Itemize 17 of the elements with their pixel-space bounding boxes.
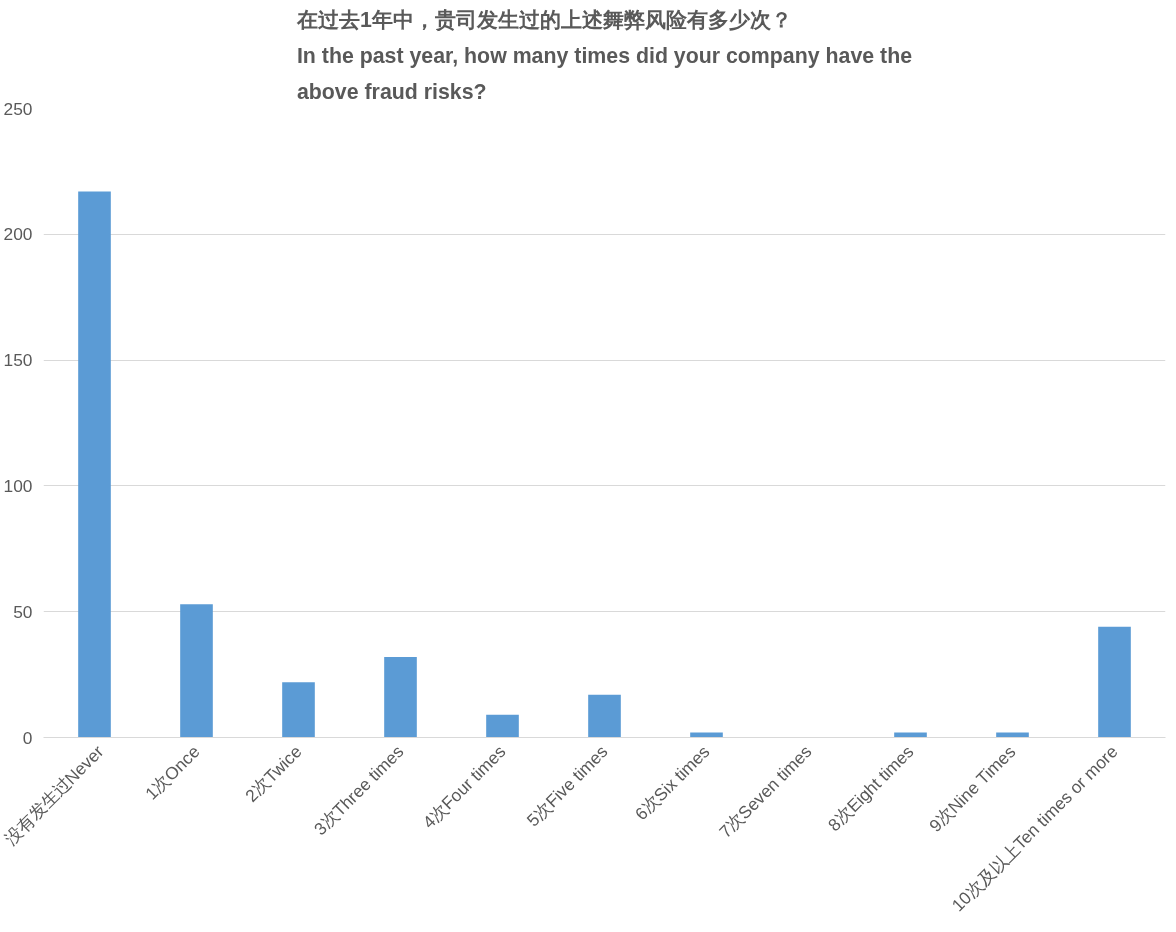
bar — [486, 714, 519, 738]
bar — [1098, 626, 1131, 738]
bar — [996, 732, 1029, 738]
chart-title: 在过去1年中，贵司发生过的上述舞弊风险有多少次？ In the past year, how many times did your company have the above fraud risks? — [295, 7, 913, 104]
bar — [282, 682, 315, 738]
y-tick-label: 50 — [13, 601, 33, 622]
y-tick-label: 100 — [3, 475, 33, 496]
bar — [384, 656, 417, 738]
y-tick-label: 250 — [3, 98, 33, 119]
bar — [180, 604, 213, 738]
y-tick-label: 200 — [3, 224, 33, 245]
bar — [690, 732, 723, 738]
bar — [78, 191, 111, 738]
y-tick-label: 0 — [22, 727, 33, 748]
y-tick-label: 150 — [3, 350, 33, 371]
bar — [588, 694, 621, 738]
bar — [894, 732, 927, 738]
